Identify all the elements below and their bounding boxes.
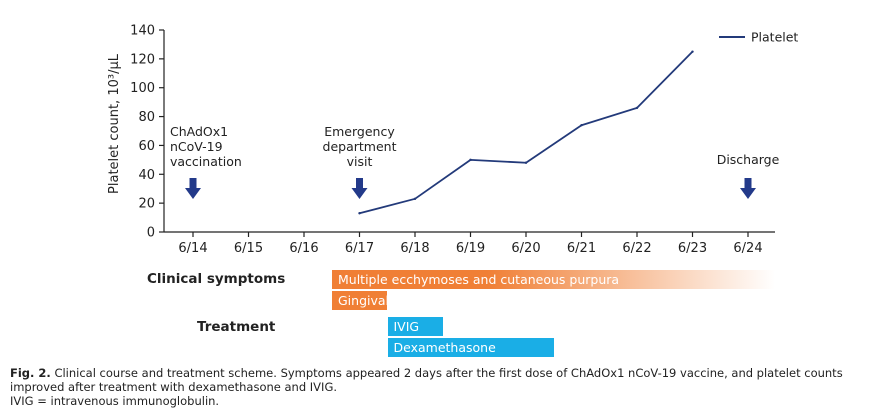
x-tick-label: 6/15 [234, 241, 263, 256]
data-point [469, 158, 472, 162]
event-label-line: Emergency [324, 124, 395, 139]
data-point [413, 197, 417, 201]
bar-gingival-bleeding: Gingival bleeding [332, 291, 387, 310]
figure-caption: Fig. 2. Clinical course and treatment sc… [10, 366, 880, 408]
x-tick-label: 6/22 [622, 241, 651, 256]
y-tick-label: 40 [138, 168, 155, 183]
event-label-line: nCoV-19 [170, 139, 223, 154]
x-tick-label: 6/18 [400, 241, 429, 256]
y-tick-label: 140 [130, 24, 155, 39]
event-label-line: ChAdOx1 [170, 124, 228, 139]
legend: Platelet [719, 30, 798, 45]
y-axis: 0 20 40 60 80 100 120 140 [130, 24, 165, 241]
data-point [691, 50, 694, 53]
caption-text: Clinical course and treatment scheme. Sy… [10, 366, 843, 394]
down-arrow-icon [185, 178, 201, 199]
down-arrow-icon [351, 178, 368, 199]
legend-label: Platelet [751, 30, 798, 45]
y-tick-label: 100 [130, 81, 155, 96]
event-label-line: visit [347, 154, 373, 169]
x-tick-label: 6/21 [567, 241, 596, 256]
down-arrow-icon [740, 178, 756, 199]
x-tick-label: 6/20 [511, 241, 540, 256]
x-tick-label: 6/23 [678, 241, 707, 256]
event-label-line: Discharge [717, 152, 780, 167]
data-point [580, 124, 583, 127]
row-label-clinical-symptoms: Clinical symptoms [147, 271, 286, 287]
bar-dexamethasone: Dexamethasone [387, 338, 554, 357]
y-tick-label: 60 [138, 139, 155, 154]
caption-abbreviation: IVIG = intravenous immunoglobulin. [10, 394, 220, 408]
event-label-line: vaccination [170, 154, 242, 169]
y-tick-label: 0 [147, 226, 155, 241]
data-point [635, 106, 639, 110]
x-tick-label: 6/17 [345, 241, 374, 256]
y-tick-label: 120 [130, 52, 155, 67]
x-tick-label: 6/24 [733, 241, 762, 256]
x-tick-label: 6/14 [178, 241, 207, 256]
x-axis: 6/14 6/15 6/16 6/17 6/18 6/19 6/20 6/21 6/22 6/23… [164, 231, 775, 256]
event-label-line: department [323, 139, 397, 154]
row-label-treatment: Treatment [197, 319, 276, 335]
bar-ecchymoses: Multiple ecchymoses and cutaneous purpur… [332, 270, 775, 289]
x-tick-label: 6/16 [289, 241, 318, 256]
y-tick-label: 80 [138, 110, 155, 125]
caption-fig-label: Fig. 2. [10, 366, 51, 380]
bar-ivig: IVIG [387, 317, 443, 336]
x-tick-label: 6/19 [456, 241, 485, 256]
y-tick-label: 20 [138, 197, 155, 212]
series-line-platelet [359, 51, 694, 215]
y-axis-title: Platelet count, 10³/μL [107, 53, 122, 194]
data-point [524, 161, 528, 164]
series-lines [358, 50, 694, 215]
data-point [358, 212, 361, 215]
